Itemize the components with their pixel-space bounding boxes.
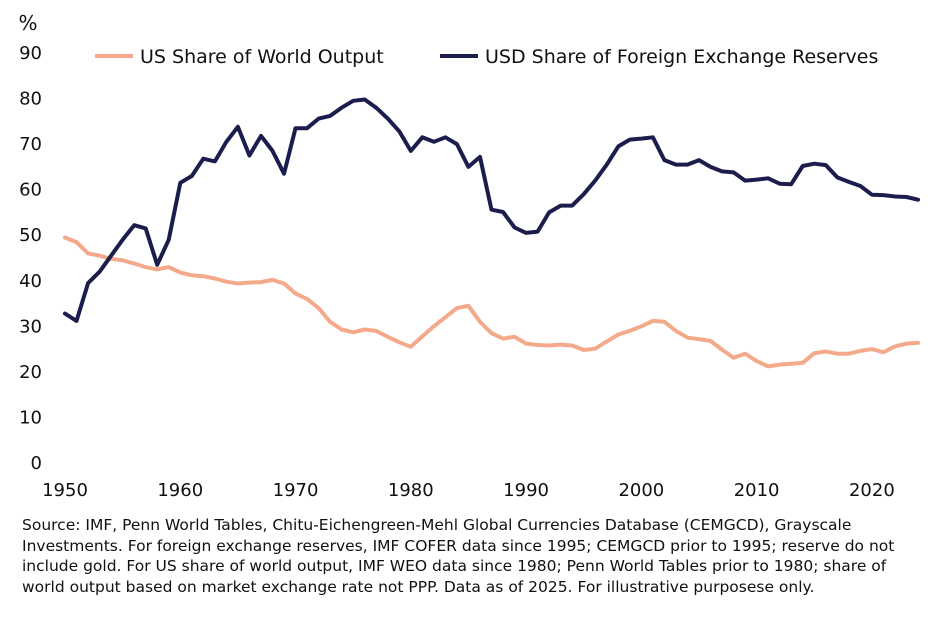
x-tick-label: 1960 [157, 480, 203, 501]
x-axis-ticks: 1950 1960 1970 1980 1990 2000 2010 2020 [42, 480, 895, 501]
y-tick-label: 0 [31, 453, 42, 474]
y-axis-ticks: 0 10 20 30 40 50 60 70 80 90 [19, 43, 42, 474]
x-tick-label: 1990 [503, 480, 549, 501]
y-tick-label: 70 [19, 134, 42, 155]
y-tick-label: 40 [19, 271, 42, 292]
legend-label-usd-reserves: USD Share of Foreign Exchange Reserves [485, 46, 878, 68]
x-tick-label: 1970 [273, 480, 319, 501]
x-tick-label: 1980 [388, 480, 434, 501]
x-tick-label: 2010 [734, 480, 780, 501]
y-tick-label: 10 [19, 407, 42, 428]
legend: US Share of World Output USD Share of Fo… [95, 46, 878, 68]
us-share-of-world-output-line [63, 235, 920, 369]
x-tick-label: 2000 [618, 480, 664, 501]
x-tick-label: 2020 [849, 480, 895, 501]
usd-share-of-fx-reserves-line [63, 97, 920, 323]
y-tick-label: 50 [19, 225, 42, 246]
y-tick-label: 60 [19, 180, 42, 201]
y-tick-label: 30 [19, 316, 42, 337]
y-axis-unit-label: % [18, 11, 37, 35]
y-tick-label: 80 [19, 89, 42, 110]
y-tick-label: 90 [19, 43, 42, 64]
y-tick-label: 20 [19, 362, 42, 383]
x-tick-label: 1950 [42, 480, 88, 501]
legend-label-us-output: US Share of World Output [140, 46, 384, 68]
source-note: Source: IMF, Penn World Tables, Chitu-Ei… [22, 516, 895, 596]
line-chart: % US Share of World Output USD Share of … [18, 11, 920, 501]
series-lines [63, 97, 920, 369]
